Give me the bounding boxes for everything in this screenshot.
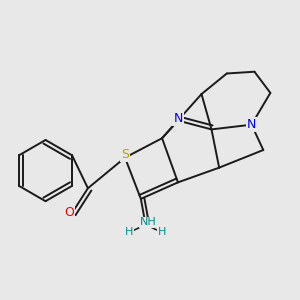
Text: S: S <box>121 148 129 160</box>
Text: H: H <box>125 227 133 237</box>
Text: NH: NH <box>140 218 156 227</box>
Text: N: N <box>247 118 256 131</box>
Text: N: N <box>173 112 183 125</box>
Text: H: H <box>158 227 166 237</box>
Text: O: O <box>64 206 74 220</box>
